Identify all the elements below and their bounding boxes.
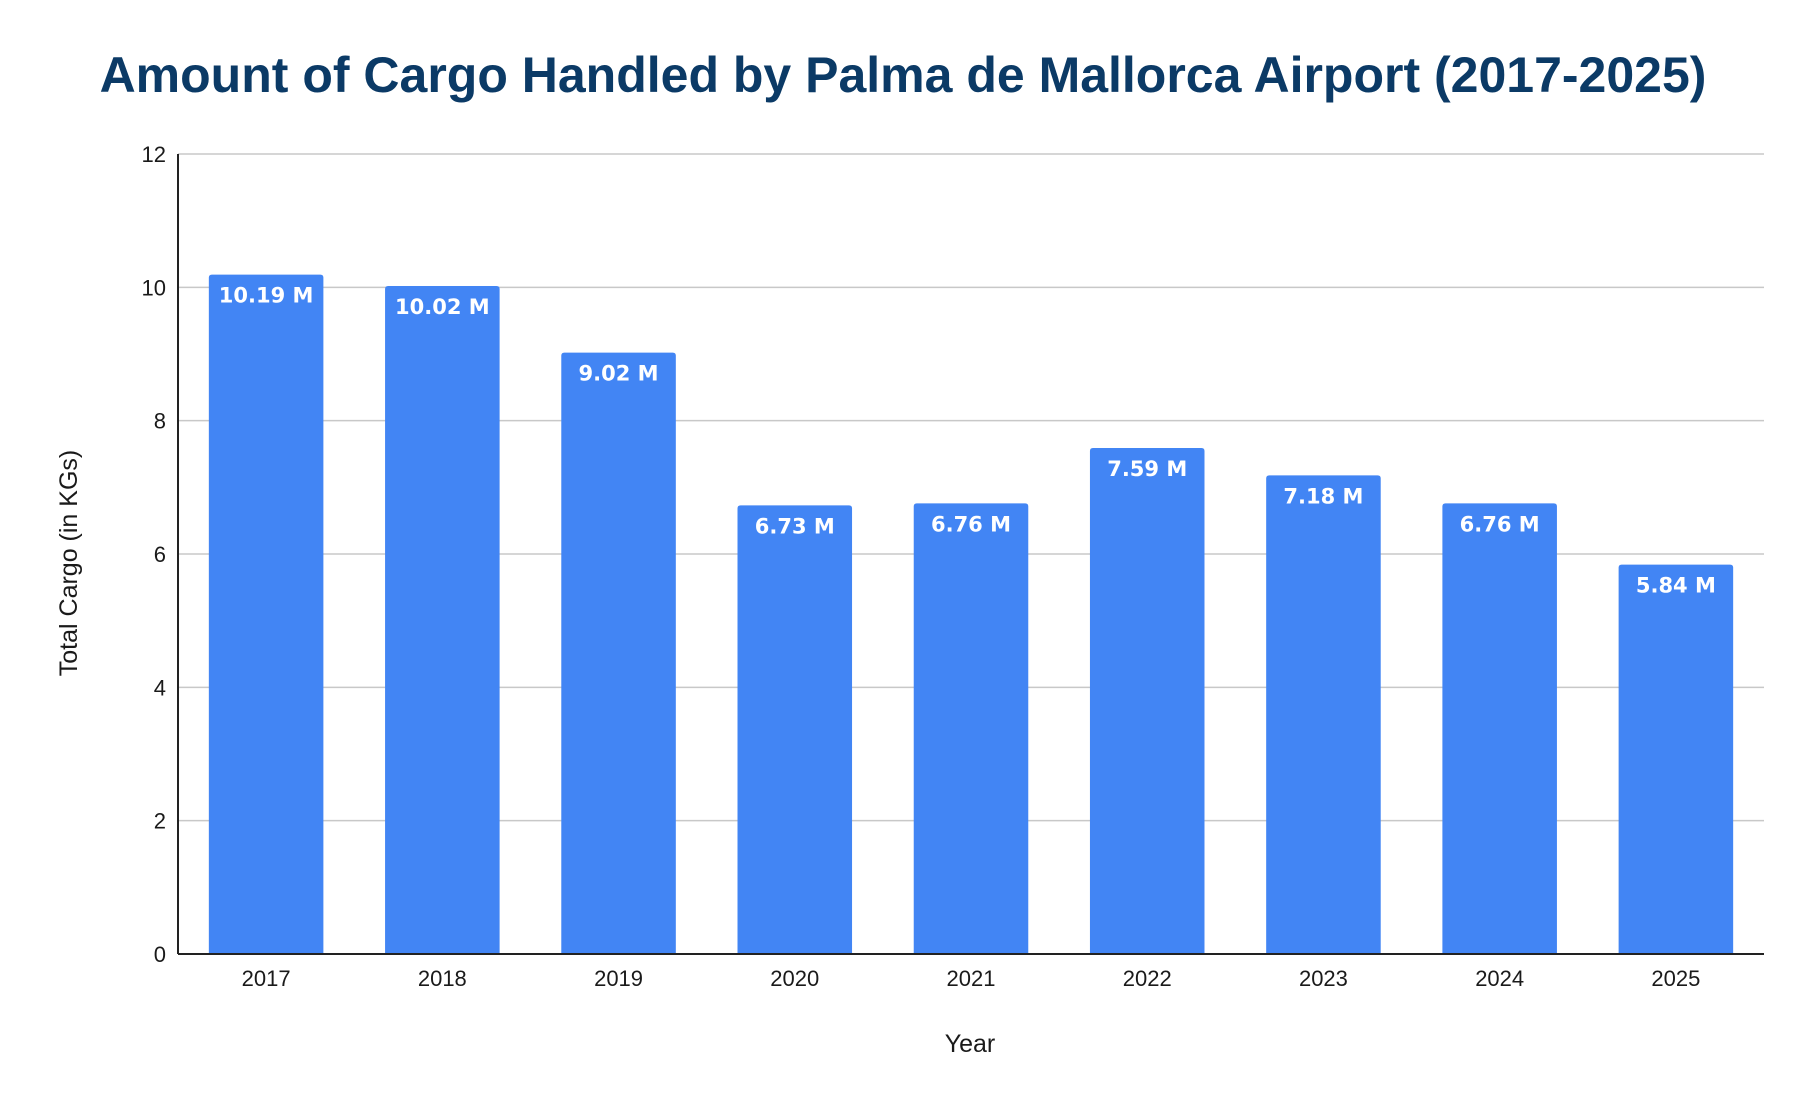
data-label-2020: 6.73 M xyxy=(755,514,835,538)
bar-2025 xyxy=(1618,564,1734,954)
x-tick-label-2017: 2017 xyxy=(242,966,291,991)
y-axis-title: Total Cargo (in KGs) xyxy=(55,450,83,676)
x-tick-label-2025: 2025 xyxy=(1651,966,1700,991)
y-tick-label: 0 xyxy=(154,942,166,967)
bar-2024 xyxy=(1442,503,1557,954)
bar-2021 xyxy=(913,503,1029,954)
chart-title: Amount of Cargo Handled by Palma de Mall… xyxy=(100,47,1707,103)
bar-2022 xyxy=(1089,448,1205,954)
x-tick-label-2022: 2022 xyxy=(1123,966,1172,991)
y-tick-label: 6 xyxy=(154,542,166,567)
x-tick-label-2019: 2019 xyxy=(594,966,643,991)
data-label-2018: 10.02 M xyxy=(395,295,490,319)
bar-data-labels: 10.19 M 10.02 M 9.02 M 6.73 M 6.76 M 7.59 M 7.… xyxy=(219,284,1716,598)
data-label-2019: 9.02 M xyxy=(579,362,659,386)
y-tick-label: 2 xyxy=(154,809,166,834)
data-label-2025: 5.84 M xyxy=(1636,574,1716,598)
data-label-2021: 6.76 M xyxy=(931,512,1011,536)
bar-2017 xyxy=(208,274,324,955)
data-label-2022: 7.59 M xyxy=(1107,457,1187,481)
bar-2018 xyxy=(385,286,500,954)
y-tick-label: 10 xyxy=(142,275,166,300)
data-label-2024: 6.76 M xyxy=(1460,512,1540,536)
y-tick-label: 12 xyxy=(142,142,166,167)
bar-2019 xyxy=(561,352,676,955)
x-tick-label-2023: 2023 xyxy=(1299,966,1348,991)
x-tick-label-2024: 2024 xyxy=(1475,966,1524,991)
y-tick-label: 4 xyxy=(154,675,166,700)
bar-2020 xyxy=(737,505,853,954)
data-label-2017: 10.19 M xyxy=(219,284,314,308)
x-tick-label-2020: 2020 xyxy=(770,966,819,991)
bar-2023 xyxy=(1266,475,1381,954)
bars xyxy=(208,274,1734,955)
x-tick-label-2021: 2021 xyxy=(947,966,996,991)
y-axis-ticks: 0 2 4 6 8 10 12 xyxy=(142,142,166,967)
x-tick-label-2018: 2018 xyxy=(418,966,467,991)
x-axis-ticks: 2017 2018 2019 2020 2021 2022 2023 2024 2025 xyxy=(242,966,1701,991)
x-axis-title: Year xyxy=(945,1030,996,1058)
data-label-2023: 7.18 M xyxy=(1283,484,1363,508)
y-tick-label: 8 xyxy=(154,409,166,434)
